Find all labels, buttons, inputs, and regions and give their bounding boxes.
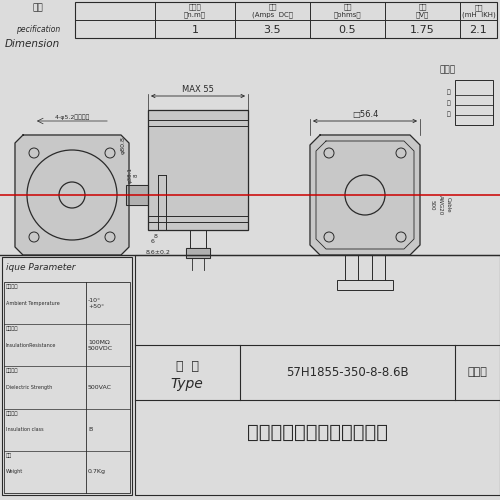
- Bar: [4, 282, 130, 493]
- Text: 0.5: 0.5: [338, 25, 356, 35]
- Text: 规格: 规格: [32, 4, 44, 13]
- Bar: [2, 257, 132, 495]
- Text: 红: 红: [446, 111, 450, 117]
- Bar: [337, 280, 393, 290]
- Text: 环境温度: 环境温度: [6, 284, 18, 289]
- Text: 2.1: 2.1: [470, 25, 488, 35]
- Text: Ambient Temperature: Ambient Temperature: [6, 300, 60, 306]
- Text: φ38.1
8: φ38.1 8: [128, 167, 138, 183]
- Polygon shape: [148, 110, 248, 230]
- Text: 1: 1: [192, 25, 198, 35]
- Bar: [455, 80, 493, 125]
- Text: 8.6±0.2: 8.6±0.2: [146, 250, 171, 255]
- Text: 1.75: 1.75: [410, 25, 435, 35]
- Text: 电感
(mH  IKH): 电感 (mH IKH): [462, 4, 496, 18]
- Polygon shape: [15, 135, 129, 255]
- Text: 电流
(Amps  DC）: 电流 (Amps DC）: [252, 4, 293, 18]
- Text: B: B: [88, 427, 92, 432]
- Text: Insulation class: Insulation class: [6, 427, 44, 432]
- Text: Dielectric Strength: Dielectric Strength: [6, 385, 52, 390]
- Text: Dimension: Dimension: [5, 39, 60, 49]
- Text: 电压
（V）: 电压 （V）: [416, 4, 429, 18]
- Text: □56.4: □56.4: [352, 110, 378, 118]
- Text: Weight: Weight: [6, 470, 23, 474]
- Text: Cable: Cable: [446, 197, 450, 213]
- Text: 500VAC: 500VAC: [88, 385, 112, 390]
- Text: 绕线图: 绕线图: [440, 66, 456, 74]
- Text: 0.7Kg: 0.7Kg: [88, 470, 106, 474]
- Text: 500: 500: [430, 200, 434, 210]
- Text: AWG20: AWG20: [438, 195, 442, 215]
- Text: 100MΩ
500VDC: 100MΩ 500VDC: [88, 340, 113, 350]
- Text: 6: 6: [151, 239, 155, 244]
- Text: 绕线电阻: 绕线电阻: [6, 326, 18, 331]
- Text: 常州市鸥柯达电器有限公司: 常州市鸥柯达电器有限公司: [247, 422, 388, 442]
- Text: ique Parameter: ique Parameter: [6, 262, 75, 272]
- Text: 8: 8: [154, 234, 158, 239]
- Text: -10°
+50°: -10° +50°: [88, 298, 104, 308]
- Bar: [75, 2, 497, 38]
- Polygon shape: [310, 135, 420, 255]
- Text: 4-φ5.2（通孔）: 4-φ5.2（通孔）: [54, 114, 90, 120]
- Text: 技术规: 技术规: [468, 367, 487, 377]
- Text: 型  号: 型 号: [176, 360, 199, 372]
- Text: 蓝: 蓝: [446, 100, 450, 106]
- Polygon shape: [126, 185, 148, 205]
- Text: pecification: pecification: [16, 26, 60, 35]
- Text: 静力矩
（n.m）: 静力矩 （n.m）: [184, 4, 206, 18]
- Text: 分电强度: 分电强度: [6, 368, 18, 374]
- Text: 57H1855-350-8-8.6B: 57H1855-350-8-8.6B: [286, 366, 408, 378]
- Text: 电阻
（ohms）: 电阻 （ohms）: [334, 4, 361, 18]
- Text: 绕线等级: 绕线等级: [6, 410, 18, 416]
- Bar: [186, 248, 210, 258]
- Bar: [126, 185, 148, 205]
- Text: 3.5: 3.5: [264, 25, 281, 35]
- Text: 红: 红: [446, 89, 450, 95]
- Bar: [148, 110, 248, 230]
- Text: MAX 55: MAX 55: [182, 84, 214, 94]
- Text: Type: Type: [170, 377, 203, 391]
- Polygon shape: [186, 248, 210, 258]
- Text: InsulationResistance: InsulationResistance: [6, 343, 56, 348]
- Text: 重量: 重量: [6, 453, 12, 458]
- Bar: [135, 255, 500, 495]
- Text: φ80.8: φ80.8: [120, 136, 126, 154]
